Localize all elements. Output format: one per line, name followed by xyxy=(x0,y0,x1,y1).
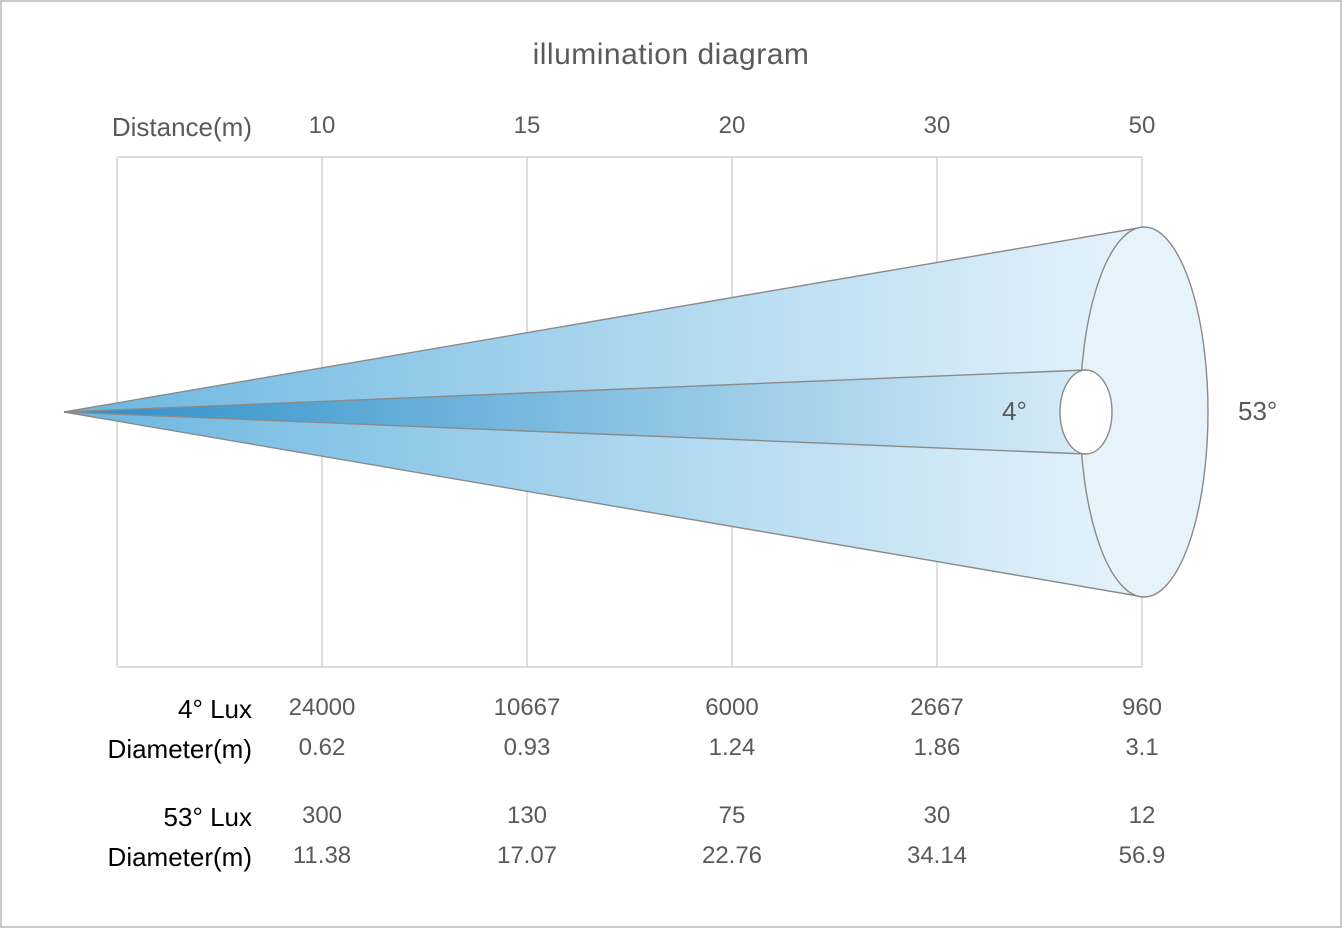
angle-label-inner: 4° xyxy=(1002,396,1027,427)
angle-label-outer: 53° xyxy=(1238,396,1277,427)
diagram-svg xyxy=(2,2,1342,930)
inner-ellipse xyxy=(1060,370,1112,454)
diagram-frame: illumination diagram Distance(m)10152030… xyxy=(0,0,1342,928)
